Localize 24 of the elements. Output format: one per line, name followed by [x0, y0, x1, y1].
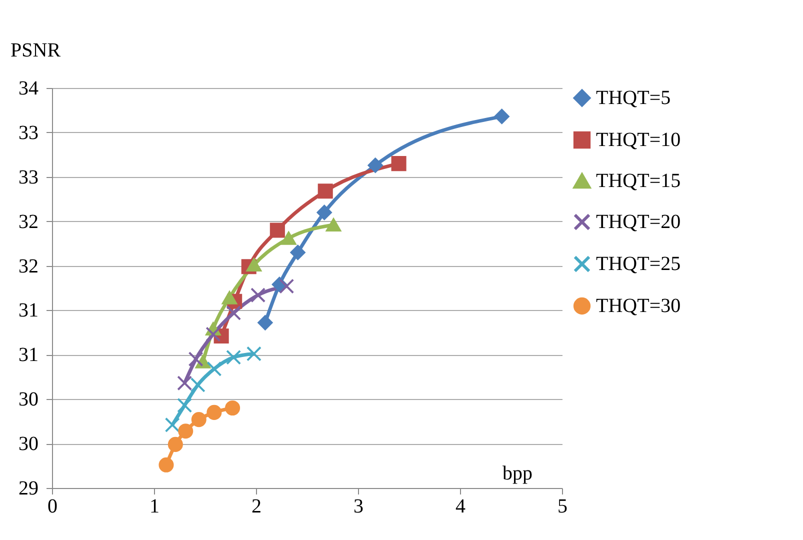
y-tick-label: 32 [18, 210, 38, 233]
x-tick-label: 5 [558, 496, 568, 518]
x-axis-title: bpp [502, 462, 532, 484]
x-tick-label: 2 [252, 496, 262, 518]
legend-label: THQT=25 [596, 253, 681, 275]
x-tick-label: 4 [456, 496, 466, 518]
y-tick-label: 33 [18, 122, 38, 144]
x-tick-label: 0 [48, 496, 58, 518]
y-tick-label: 31 [18, 344, 38, 366]
legend-label: THQT=30 [596, 295, 681, 317]
y-tick-label: 30 [18, 388, 38, 411]
legend-label: THQT=20 [596, 211, 681, 233]
y-tick-label: 32 [18, 255, 38, 278]
y-axis-title: PSNR [10, 40, 62, 62]
legend-label: THQT=10 [596, 129, 681, 151]
y-tick-label: 29 [18, 478, 38, 500]
legend-label: THQT=5 [596, 87, 671, 109]
y-tick-label: 30 [18, 433, 38, 456]
legend-label: THQT=15 [596, 170, 681, 192]
y-tick-label: 33 [18, 166, 38, 188]
x-tick-label: 1 [150, 496, 160, 518]
y-tick-label: 34 [18, 78, 38, 100]
y-tick-label: 31 [18, 300, 38, 322]
x-tick-label: 3 [354, 496, 364, 518]
